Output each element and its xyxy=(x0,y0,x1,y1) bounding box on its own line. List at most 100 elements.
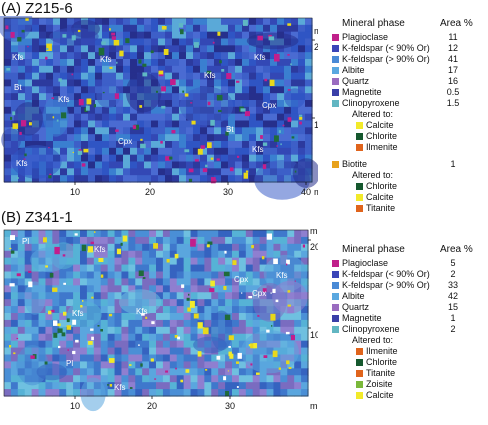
legend-row: Altered to: xyxy=(326,170,486,181)
legend-header-phase: Mineral phase xyxy=(342,244,405,255)
legend-swatch xyxy=(332,315,339,322)
legend-swatch xyxy=(356,392,363,399)
legend-label: Calcite xyxy=(366,192,394,202)
mineral-annotation: Cpx xyxy=(262,101,276,110)
legend-area-value: 33 xyxy=(447,280,458,290)
mineral-annotation: Kfs xyxy=(94,245,106,254)
legend-swatch xyxy=(332,304,339,311)
panel-a-title: (A) Z215-6 xyxy=(1,0,73,17)
legend-swatch xyxy=(356,183,363,190)
legend-row: Albite 42 xyxy=(326,291,486,302)
legend-swatch xyxy=(332,34,339,41)
legend-row: Altered to: xyxy=(326,109,486,120)
legend-swatch xyxy=(356,381,363,388)
legend-header: Mineral phase Area % xyxy=(326,18,486,32)
legend-row: K-feldspar (< 90% Or) 2 xyxy=(326,269,486,280)
legend-label: Zoisite xyxy=(366,379,393,389)
legend-swatch xyxy=(332,56,339,63)
y-tick-label: 10 xyxy=(314,120,318,130)
legend-area-value: 12 xyxy=(447,43,458,53)
legend-header-area: Area % xyxy=(440,244,473,255)
mineral-annotation: Cpx xyxy=(234,275,248,284)
x-tick-label: 10 xyxy=(70,401,80,411)
legend-label: Ilmenite xyxy=(366,346,398,356)
legend-label: Magnetite xyxy=(342,87,382,97)
legend-swatch xyxy=(332,45,339,52)
legend-label: Plagioclase xyxy=(342,258,389,268)
legend-row: K-feldspar (< 90% Or) 12 xyxy=(326,43,486,54)
legend-label: K-feldspar (< 90% Or) xyxy=(342,269,430,279)
panel-a-legend: Mineral phase Area % Plagioclase 11 K-feldsp… xyxy=(326,18,486,214)
legend-row: Altered to: xyxy=(326,335,486,346)
legend-row: Chlorite xyxy=(326,181,486,192)
legend-swatch xyxy=(332,161,339,168)
legend-label: K-feldspar (> 90% Or) xyxy=(342,54,430,64)
legend-header: Mineral phase Area % xyxy=(326,244,486,258)
legend-row: Clinopyroxene 2 xyxy=(326,324,486,335)
legend-row: Quartz 15 xyxy=(326,302,486,313)
legend-label: Quartz xyxy=(342,302,370,312)
legend-swatch xyxy=(332,260,339,267)
legend-label: Biotite xyxy=(342,159,368,169)
legend-row: Ilmenite xyxy=(326,346,486,357)
legend-label: Ilmenite xyxy=(366,142,398,152)
y-tick-label: 20 xyxy=(314,42,318,52)
legend-label: Plagioclase xyxy=(342,32,389,42)
mineral-annotation: Kfs xyxy=(114,383,126,392)
legend-label: Calcite xyxy=(366,120,394,130)
legend-area-value: 5 xyxy=(450,258,456,268)
legend-swatch xyxy=(332,89,339,96)
panel-b-legend: Mineral phase Area % Plagioclase 5 K-feldspa… xyxy=(326,244,486,401)
legend-label: Altered to: xyxy=(352,109,394,119)
legend-swatch xyxy=(356,122,363,129)
legend-row: Zoisite xyxy=(326,379,486,390)
legend-swatch xyxy=(332,326,339,333)
mineral-annotation: Bt xyxy=(14,83,22,92)
legend-label: K-feldspar (< 90% Or) xyxy=(342,43,430,53)
x-tick-label: 40 xyxy=(301,187,311,197)
y-tick-label: 10 xyxy=(310,330,318,340)
mineral-map-pixels xyxy=(0,16,318,200)
legend-row: Magnetite 0.5 xyxy=(326,87,486,98)
legend-swatch xyxy=(332,67,339,74)
x-axis-unit: mm xyxy=(314,187,318,197)
legend-label: Altered to: xyxy=(352,335,394,345)
legend-swatch xyxy=(356,194,363,201)
mineral-annotation: Kfs xyxy=(276,271,288,280)
legend-label: Calcite xyxy=(366,390,394,400)
legend-swatch xyxy=(332,282,339,289)
legend-label: K-feldspar (> 90% Or) xyxy=(342,280,430,290)
legend-row: Magnetite 1 xyxy=(326,313,486,324)
legend-area-value: 15 xyxy=(447,302,458,312)
y-tick-label: 20 xyxy=(310,242,318,252)
mineral-annotation: Pl xyxy=(22,237,29,246)
mineral-annotation: Cpx xyxy=(252,289,266,298)
legend-area-value: 1.5 xyxy=(446,98,460,108)
legend-label: Magnetite xyxy=(342,313,382,323)
y-axis-unit: mm xyxy=(310,228,318,236)
legend-area-value: 2 xyxy=(450,324,456,334)
legend-area-value: 0.5 xyxy=(446,87,460,97)
legend-swatch xyxy=(332,271,339,278)
legend-swatch xyxy=(356,205,363,212)
legend-row: Quartz 16 xyxy=(326,76,486,87)
legend-label: Quartz xyxy=(342,76,370,86)
legend-swatch xyxy=(356,144,363,151)
mineral-annotation: Pl xyxy=(66,359,73,368)
mineral-annotation: Kfs xyxy=(58,95,70,104)
legend-area-value: 2 xyxy=(450,269,456,279)
legend-swatch xyxy=(356,133,363,140)
mineral-map-pixels xyxy=(4,230,309,412)
x-tick-label: 10 xyxy=(70,187,80,197)
mineral-annotation: Bt xyxy=(226,125,234,134)
legend-swatch xyxy=(356,370,363,377)
legend-row: Plagioclase 5 xyxy=(326,258,486,269)
legend-area-value: 17 xyxy=(447,65,458,75)
legend-row: Chlorite xyxy=(326,131,486,142)
legend-area-value: 11 xyxy=(448,32,458,42)
legend-row: Calcite xyxy=(326,192,486,203)
legend-label: Titanite xyxy=(366,203,396,213)
legend-area-value: 1 xyxy=(450,159,456,169)
legend-row: Titanite xyxy=(326,203,486,214)
legend-label: Chlorite xyxy=(366,131,398,141)
